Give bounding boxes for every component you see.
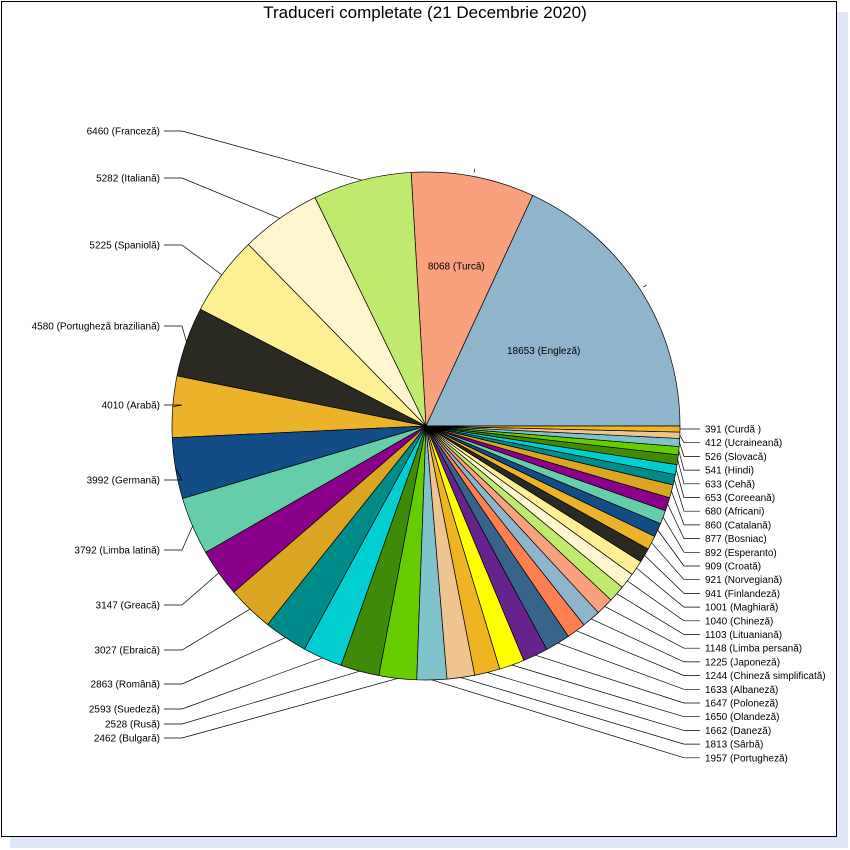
leader-line bbox=[164, 670, 360, 725]
slice-label: 8068 (Turcă) bbox=[428, 261, 485, 272]
slice-label: 541 (Hindi) bbox=[705, 466, 754, 477]
slice-label: 921 (Norvegiană) bbox=[705, 575, 782, 586]
slice-label: 1957 (Portugheză) bbox=[705, 753, 788, 764]
leader-line bbox=[591, 618, 700, 663]
slice-label: 5282 (Italiană) bbox=[96, 174, 160, 185]
leader-line bbox=[576, 630, 700, 676]
slice-label: 1225 (Japoneză) bbox=[705, 657, 780, 668]
leader-line bbox=[164, 325, 187, 342]
slice-label: 877 (Bosniac) bbox=[705, 534, 767, 545]
leader-line bbox=[673, 479, 700, 512]
leader-line bbox=[679, 435, 700, 444]
leader-line bbox=[616, 593, 700, 635]
leader-line bbox=[164, 678, 398, 739]
slice-label: 1040 (Chineză) bbox=[705, 616, 773, 627]
leader-line bbox=[431, 679, 700, 759]
leader-line bbox=[164, 177, 280, 219]
slice-label: 633 (Cehă) bbox=[705, 479, 755, 490]
slice-label: 3992 (Germană) bbox=[87, 476, 160, 487]
slice-label: 3027 (Ebraică) bbox=[94, 646, 160, 657]
leader-line bbox=[662, 516, 700, 553]
slice-label: 5225 (Spaniolă) bbox=[89, 241, 160, 252]
slice-label: 941 (Finlandeză) bbox=[705, 589, 780, 600]
pie-slice bbox=[425, 425, 681, 433]
chart-title: Traduceri completate (21 Decembrie 2020) bbox=[263, 3, 587, 22]
slice-label: 2462 (Bulgară) bbox=[94, 734, 160, 745]
leader-line bbox=[164, 572, 220, 606]
leader-line bbox=[678, 450, 700, 471]
slice-label: 1813 (Sârbă) bbox=[705, 740, 763, 751]
leader-line bbox=[675, 469, 700, 498]
leader-line bbox=[511, 664, 700, 718]
leader-line bbox=[460, 677, 700, 745]
leader-line bbox=[164, 525, 193, 551]
slice-label: 1244 (Chineză simplificată) bbox=[705, 671, 826, 682]
leader-line bbox=[667, 504, 700, 539]
slice-label: 2528 (Rusă) bbox=[105, 720, 160, 731]
leader-line bbox=[651, 542, 700, 581]
slice-label: 1103 (Lituaniană) bbox=[705, 630, 782, 641]
leader-line bbox=[164, 244, 223, 276]
slice-label: 1633 (Albaneză) bbox=[705, 685, 778, 696]
slice-label: 6460 (Franceză) bbox=[87, 127, 160, 138]
slice-label: 653 (Coreeană) bbox=[705, 493, 775, 504]
slice-label: 1148 (Limba persană) bbox=[705, 644, 802, 655]
slice-label: 2863 (Română) bbox=[91, 680, 160, 691]
slice-label: 909 (Croată) bbox=[705, 562, 761, 573]
slice-label: 3792 (Limba latină) bbox=[74, 546, 160, 557]
leader-line bbox=[164, 468, 183, 481]
slice-label: 680 (Africani) bbox=[705, 507, 764, 518]
slice-label: 860 (Catalană) bbox=[705, 520, 771, 531]
slice-label: 412 (Ucraineană) bbox=[705, 438, 782, 449]
leader-line bbox=[164, 637, 286, 685]
slice-label: 4010 (Arabă) bbox=[102, 401, 160, 412]
leader-line bbox=[164, 130, 362, 181]
pie-slice bbox=[425, 195, 681, 427]
slice-label: 1650 (Olandeză) bbox=[705, 712, 780, 723]
slice-label: 2593 (Suedeză) bbox=[89, 705, 160, 716]
slice-label: 1647 (Poloneză) bbox=[705, 699, 778, 710]
leader-line bbox=[677, 459, 700, 485]
pie-slice bbox=[410, 171, 534, 427]
leader-tick bbox=[643, 284, 647, 288]
leader-line bbox=[164, 404, 183, 408]
slice-label: 1001 (Maghiară) bbox=[705, 603, 778, 614]
leader-line bbox=[557, 642, 700, 690]
pie-slices bbox=[171, 171, 681, 681]
leader-line bbox=[657, 529, 700, 567]
slice-label: 526 (Slovacă) bbox=[705, 452, 767, 463]
leader-line bbox=[644, 555, 700, 594]
leader-line bbox=[487, 672, 700, 731]
slice-label: 4580 (Portugheză braziliană) bbox=[32, 322, 160, 333]
leader-tick bbox=[473, 168, 476, 173]
slice-label: 892 (Esperanto) bbox=[705, 548, 777, 559]
slice-label: 1662 (Daneză) bbox=[705, 726, 771, 737]
leader-line bbox=[627, 580, 700, 622]
leader-line bbox=[164, 657, 323, 710]
leader-line bbox=[535, 654, 700, 704]
slice-label: 391 (Curdă ) bbox=[705, 425, 761, 436]
leader-line bbox=[164, 608, 251, 651]
leader-line bbox=[679, 442, 700, 457]
leader-line bbox=[636, 567, 700, 608]
slice-label: 3147 (Greacă) bbox=[96, 601, 160, 612]
slice-label: 18653 (Engleză) bbox=[507, 346, 580, 357]
leader-line bbox=[671, 491, 700, 526]
leader-line bbox=[604, 606, 700, 649]
